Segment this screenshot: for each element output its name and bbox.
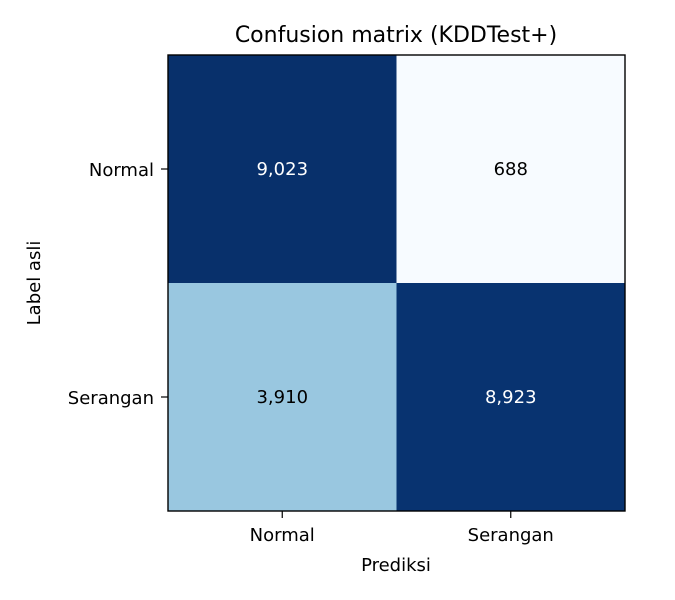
matrix-cell-label-0-1: 688 (494, 159, 528, 180)
matrix-cell-1-0 (168, 283, 397, 511)
x-axis-ticks: Normal Serangan (250, 511, 554, 546)
x-axis-label: Prediksi (361, 555, 431, 576)
matrix-cell-label-1-0: 3,910 (256, 387, 308, 408)
plot-frame (167, 54, 626, 512)
y-tick-label-1: Serangan (68, 388, 154, 409)
matrix-cell-0-1 (396, 55, 625, 283)
matrix-cell-label-0-0: 9,023 (256, 159, 308, 180)
y-axis-label: Label asli (24, 241, 45, 326)
matrix-cell-label-1-1: 8,923 (485, 387, 537, 408)
y-tick-label-0: Normal (89, 160, 154, 181)
y-axis-ticks: Normal Serangan (68, 160, 168, 409)
x-tick-label-1: Serangan (468, 525, 554, 546)
x-tick-label-0: Normal (250, 525, 315, 546)
chart-title: Confusion matrix (KDDTest+) (235, 23, 557, 48)
matrix-cell-1-1 (396, 283, 625, 511)
matrix-cells: 9,023 688 3,910 8,923 (168, 55, 625, 511)
matrix-cell-0-0 (168, 55, 397, 283)
